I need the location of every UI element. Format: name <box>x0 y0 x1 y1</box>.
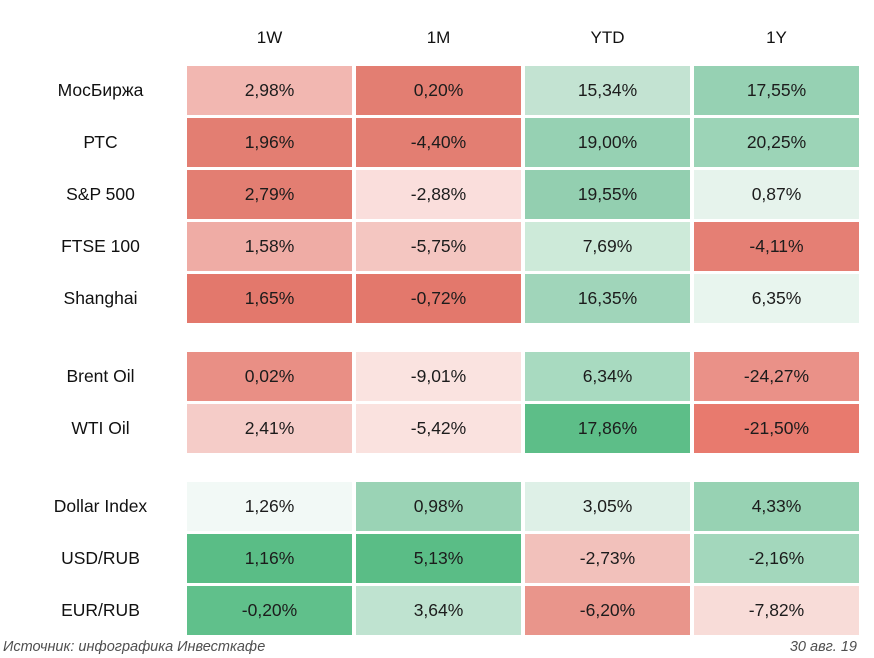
row-label: WTI Oil <box>71 418 130 438</box>
heatmap-cell: -4,11% <box>694 222 859 271</box>
heatmap-cell: 6,34% <box>525 352 690 401</box>
column-headers: 1W 1M YTD 1Y <box>0 0 874 48</box>
heatmap-cell: 7,69% <box>525 222 690 271</box>
heatmap-cell: -0,72% <box>356 274 521 323</box>
heatmap-cell: 19,55% <box>525 170 690 219</box>
column-header-ytd: YTD <box>590 28 625 47</box>
heatmap-cell: -5,42% <box>356 404 521 453</box>
heatmap-cell: 1,26% <box>187 482 352 531</box>
heatmap-cell: 2,41% <box>187 404 352 453</box>
heatmap-cell: 1,65% <box>187 274 352 323</box>
heatmap-cell: -0,20% <box>187 586 352 635</box>
table-row: USD/RUB 1,16% 5,13% -2,73% -2,16% <box>0 534 874 583</box>
heatmap-cell: -21,50% <box>694 404 859 453</box>
table-row: РТС 1,96% -4,40% 19,00% 20,25% <box>0 118 874 167</box>
table-row: EUR/RUB -0,20% 3,64% -6,20% -7,82% <box>0 586 874 635</box>
table-row: WTI Oil 2,41% -5,42% 17,86% -21,50% <box>0 404 874 453</box>
row-label: Brent Oil <box>66 366 135 386</box>
column-header-1w: 1W <box>256 28 283 47</box>
column-header-1m: 1M <box>426 28 451 47</box>
heatmap-cell: -7,82% <box>694 586 859 635</box>
row-label: Shanghai <box>63 288 138 308</box>
heatmap-cell: 2,79% <box>187 170 352 219</box>
heatmap-cell: -2,88% <box>356 170 521 219</box>
footer: Источник: инфографика Инвесткафе 30 авг.… <box>3 639 857 655</box>
heatmap-cell: 3,64% <box>356 586 521 635</box>
table-row: S&P 500 2,79% -2,88% 19,55% 0,87% <box>0 170 874 219</box>
heatmap-cell: -2,73% <box>525 534 690 583</box>
table-row: МосБиржа 2,98% 0,20% 15,34% 17,55% <box>0 66 874 115</box>
table-row: Brent Oil 0,02% -9,01% 6,34% -24,27% <box>0 352 874 401</box>
heatmap-cell: 2,98% <box>187 66 352 115</box>
heatmap-cell: 20,25% <box>694 118 859 167</box>
date-caption: 30 авг. 19 <box>789 639 857 655</box>
row-label: РТС <box>83 132 118 152</box>
heatmap-cell: 0,87% <box>694 170 859 219</box>
heatmap-cell: 16,35% <box>525 274 690 323</box>
label-column-spacer <box>0 28 183 48</box>
row-label: МосБиржа <box>57 80 144 100</box>
heatmap-cell: 19,00% <box>525 118 690 167</box>
row-group: МосБиржа 2,98% 0,20% 15,34% 17,55% РТС 1,96% -4… <box>0 66 874 323</box>
heatmap-cell: 17,55% <box>694 66 859 115</box>
heatmap-cell: 1,58% <box>187 222 352 271</box>
heatmap-cell: 0,20% <box>356 66 521 115</box>
heatmap-cell: 1,96% <box>187 118 352 167</box>
table-row: Shanghai 1,65% -0,72% 16,35% 6,35% <box>0 274 874 323</box>
row-label: Dollar Index <box>53 496 148 516</box>
heatmap-cell: 0,98% <box>356 482 521 531</box>
table-body: МосБиржа 2,98% 0,20% 15,34% 17,55% РТС 1,96% -4… <box>0 66 874 635</box>
heatmap-cell: -9,01% <box>356 352 521 401</box>
row-label: USD/RUB <box>61 548 140 568</box>
heatmap-cell: 1,16% <box>187 534 352 583</box>
heatmap-cell: 5,13% <box>356 534 521 583</box>
source-caption: Источник: инфографика Инвесткафе <box>3 639 266 655</box>
heatmap-cell: -5,75% <box>356 222 521 271</box>
column-header-1y: 1Y <box>766 28 787 47</box>
row-label: FTSE 100 <box>61 236 140 256</box>
row-label: EUR/RUB <box>61 600 140 620</box>
heatmap-cell: -6,20% <box>525 586 690 635</box>
row-label: S&P 500 <box>66 184 135 204</box>
heatmap-cell: 15,34% <box>525 66 690 115</box>
heatmap-cell: 6,35% <box>694 274 859 323</box>
heatmap-cell: -24,27% <box>694 352 859 401</box>
heatmap-cell: -2,16% <box>694 534 859 583</box>
row-group: Dollar Index 1,26% 0,98% 3,05% 4,33% USD/RUB 1… <box>0 482 874 635</box>
heatmap-cell: 3,05% <box>525 482 690 531</box>
heatmap-cell: 0,02% <box>187 352 352 401</box>
table-row: Dollar Index 1,26% 0,98% 3,05% 4,33% <box>0 482 874 531</box>
heatmap-cell: -4,40% <box>356 118 521 167</box>
heatmap-cell: 17,86% <box>525 404 690 453</box>
heatmap-cell: 4,33% <box>694 482 859 531</box>
row-group: Brent Oil 0,02% -9,01% 6,34% -24,27% WTI Oil 2… <box>0 352 874 453</box>
table-row: FTSE 100 1,58% -5,75% 7,69% -4,11% <box>0 222 874 271</box>
